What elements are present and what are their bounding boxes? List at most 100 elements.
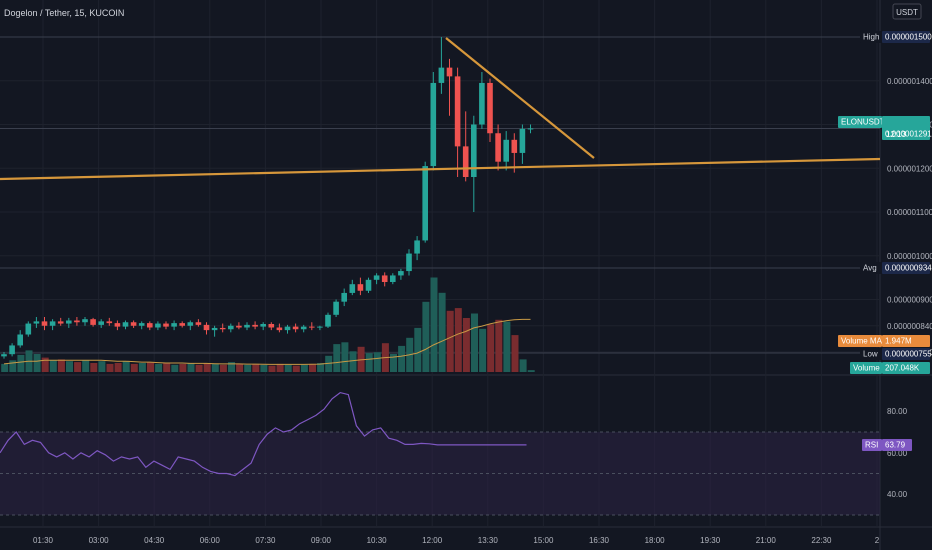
candle-body: [211, 327, 218, 331]
time-tick-label: 10:30: [367, 536, 388, 545]
volume-value-tag: 207.048K: [882, 362, 930, 374]
volume-bar: [228, 362, 235, 372]
volume-tag: Volume: [850, 362, 882, 374]
candle-body: [187, 322, 194, 326]
candle-body: [438, 67, 445, 83]
volume-bar: [236, 363, 244, 372]
candle-body: [138, 323, 145, 326]
candle-body: [203, 324, 210, 331]
volume-bar: [138, 363, 146, 372]
volume-bar: [171, 364, 179, 372]
volume-ma-tag: Volume MA: [838, 335, 883, 347]
candle-body: [325, 314, 331, 327]
rsi-tick-label: 60.00: [887, 449, 908, 458]
volume-bar: [187, 363, 195, 372]
candle-body: [381, 275, 388, 282]
time-tick-label: 12:00: [422, 536, 443, 545]
time-tick-label: 09:00: [311, 536, 332, 545]
high-tag: High: [860, 31, 882, 43]
candle-body: [179, 323, 185, 326]
volume-bar: [519, 359, 527, 372]
volume-bar: [276, 363, 284, 372]
low-tag: Low: [860, 348, 882, 360]
candle-body: [122, 322, 129, 327]
time-tick-label: 2: [875, 536, 880, 545]
candle-body: [349, 284, 356, 293]
rsi-tag-bg: [862, 439, 882, 451]
volume-bar: [487, 324, 495, 372]
last-price-tag-bg: [882, 116, 930, 140]
candle-body: [195, 322, 202, 325]
volume-bar: [398, 345, 406, 372]
volume-bar: [495, 319, 503, 372]
time-tick-label: 04:30: [144, 536, 165, 545]
candle-body: [25, 323, 32, 335]
volume-ma-value-tag-bg: [882, 335, 930, 347]
volume-bar: [252, 363, 260, 372]
rsi-tag-text: RSI: [865, 441, 878, 450]
time-tick-label: 07:30: [255, 536, 276, 545]
candle-body: [503, 139, 509, 162]
last-price-tag-text: 0.000001291: [885, 130, 932, 139]
high-value-tag: 0.000001500: [882, 31, 932, 43]
candle-body: [82, 319, 88, 323]
volume-bar: [300, 364, 308, 372]
candle-body: [422, 166, 428, 241]
horizontal-trendline[interactable]: [0, 157, 881, 181]
volume-bar: [74, 362, 82, 372]
candle-body: [219, 327, 226, 330]
candle-body: [98, 321, 104, 325]
volume-bar: [373, 352, 381, 372]
volume-bar: [527, 370, 535, 372]
candle-body: [446, 67, 453, 77]
candle-body: [66, 320, 72, 324]
volume-bar: [268, 365, 276, 372]
volume-ma-tag-bg: [838, 335, 882, 347]
volume-bar: [17, 354, 25, 372]
candle-body: [163, 323, 169, 327]
volume-ma-line: [3, 318, 531, 365]
rsi-value-tag: 63.79: [882, 439, 912, 451]
volume-bar: [9, 360, 17, 372]
volume-ma-tag-text: Volume MA: [841, 337, 883, 346]
currency-button[interactable]: USDT: [892, 3, 922, 20]
volume-bar: [41, 357, 49, 372]
candle-body: [462, 146, 469, 177]
candle-body: [268, 324, 275, 328]
candle-body: [495, 133, 501, 162]
candle-body: [414, 240, 420, 254]
candle-body: [341, 292, 347, 302]
candle-body: [90, 319, 96, 325]
candle-body: [519, 128, 526, 153]
low-value-tag: 0.000000755: [882, 348, 932, 360]
candle-body: [373, 275, 380, 280]
last-price-tag: 0.000001291: [882, 116, 932, 140]
volume-value-tag-bg: [882, 362, 930, 374]
volume-bar: [390, 354, 397, 372]
volume-bar: [82, 360, 90, 372]
volume-bar: [49, 360, 57, 372]
descending-trendline[interactable]: [445, 37, 595, 159]
volume-bar: [333, 344, 341, 372]
symbol-tag-text: ELONUSDT: [841, 118, 885, 127]
volume-bar: [349, 351, 357, 372]
time-tick-label: 19:30: [700, 536, 721, 545]
avg-value-tag-bg: [882, 262, 930, 274]
candle-body: [130, 322, 137, 326]
time-tick-label: 03:00: [89, 536, 110, 545]
volume-bar: [155, 363, 163, 372]
low-tag-text: Low: [863, 350, 878, 359]
candle-body: [487, 82, 493, 134]
time-tick-label: 13:30: [478, 536, 499, 545]
avg-tag-text: Avg: [863, 264, 877, 273]
volume-bar: [430, 277, 438, 372]
low-tag-bg: [860, 348, 882, 360]
volume-bar: [33, 354, 41, 372]
rsi-value-tag-bg: [882, 439, 912, 451]
candle-body: [236, 325, 242, 328]
volume-ma-value-tag-text: 1.947M: [885, 337, 912, 346]
volume-bar: [203, 363, 211, 372]
candle-body: [155, 323, 161, 328]
currency-button-bg[interactable]: [892, 3, 922, 20]
